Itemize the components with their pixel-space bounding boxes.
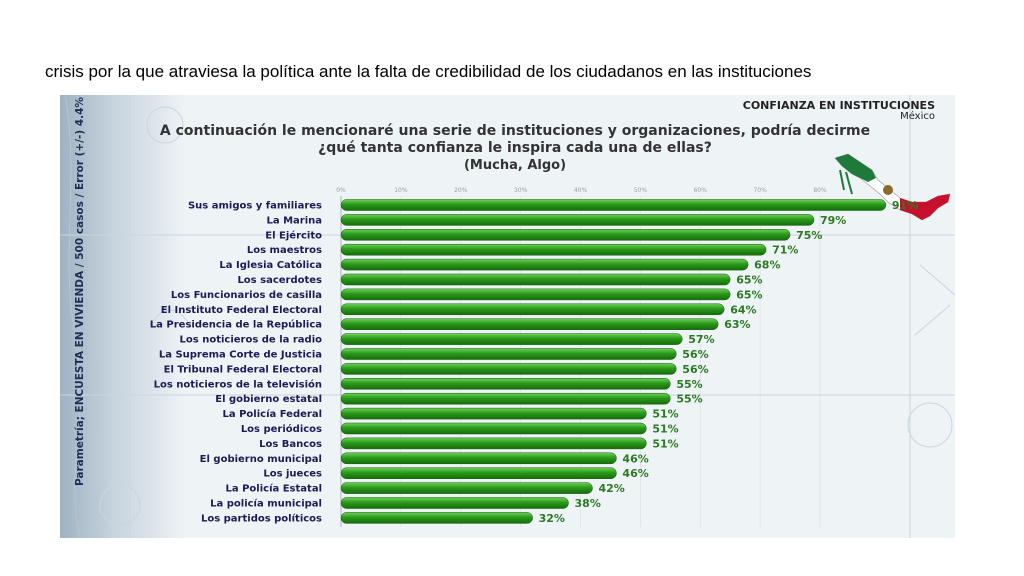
value-label: 46% bbox=[622, 452, 648, 465]
category-label: El gobierno municipal bbox=[200, 454, 322, 465]
value-label: 55% bbox=[676, 393, 702, 406]
bar bbox=[340, 333, 683, 345]
value-label: 57% bbox=[688, 333, 714, 346]
value-label: 63% bbox=[724, 318, 750, 331]
value-label: 91% bbox=[892, 199, 918, 212]
header-country: México bbox=[900, 111, 935, 122]
x-tick-label: 10% bbox=[394, 187, 408, 194]
value-label: 38% bbox=[575, 497, 601, 510]
value-label: 71% bbox=[772, 244, 798, 257]
value-label: 65% bbox=[736, 288, 762, 301]
category-label: La Policía Estatal bbox=[225, 483, 322, 495]
x-tick-label: 20% bbox=[454, 187, 468, 194]
category-label: La Iglesia Católica bbox=[219, 259, 322, 271]
value-label: 64% bbox=[730, 303, 756, 316]
bar bbox=[340, 348, 677, 360]
value-labels: 91% 79% 75% 71% 68% 65%65% 64% 63% 57% 56% 56% 55% 5… bbox=[539, 199, 919, 525]
category-labels: Sus amigos y familiares La Marina El Ejérc… bbox=[150, 201, 322, 525]
mexico-map-flag-icon bbox=[834, 153, 951, 221]
bar bbox=[340, 437, 647, 450]
bar bbox=[340, 512, 533, 524]
bar bbox=[340, 303, 725, 316]
value-label: 55% bbox=[676, 378, 702, 391]
category-label: Los periódicos bbox=[241, 423, 322, 435]
x-axis-ticks: 0% 10% 20% 30% 40% 50% 60% 70% 80% bbox=[336, 187, 827, 194]
value-label: 79% bbox=[820, 214, 846, 227]
bar bbox=[340, 318, 719, 330]
value-label: 56% bbox=[682, 363, 708, 376]
value-label: 68% bbox=[754, 259, 780, 272]
value-label: 32% bbox=[539, 512, 565, 525]
bar bbox=[340, 497, 569, 509]
header-title: CONFIANZA EN INSTITUCIONES bbox=[742, 99, 935, 112]
question-subtitle: (Mucha, Algo) bbox=[463, 158, 567, 173]
bar bbox=[340, 199, 887, 211]
bar bbox=[340, 229, 791, 241]
x-tick-label: 70% bbox=[753, 187, 767, 194]
bar bbox=[340, 363, 677, 375]
category-label: El Ejército bbox=[265, 229, 322, 241]
bar bbox=[340, 452, 617, 465]
bar bbox=[340, 467, 617, 479]
category-label: Los sacerdotes bbox=[237, 275, 322, 286]
bar bbox=[340, 392, 671, 405]
x-tick-label: 40% bbox=[574, 187, 588, 194]
category-label: Los noticieros de la radio bbox=[180, 335, 323, 346]
category-label: Los Funcionarios de casilla bbox=[171, 290, 322, 301]
category-label: La Presidencia de la República bbox=[150, 319, 322, 331]
bar bbox=[340, 288, 731, 301]
bars bbox=[340, 199, 887, 524]
bar-chart: 0% 10% 20% 30% 40% 50% 60% 70% 80% Sus amigos y … bbox=[150, 187, 919, 527]
bar bbox=[340, 407, 647, 420]
category-label: Los maestros bbox=[247, 245, 322, 256]
x-tick-label: 50% bbox=[634, 187, 648, 194]
slide-caption: crisis por la que atraviesa la política … bbox=[45, 62, 812, 81]
category-label: La policía municipal bbox=[210, 498, 322, 510]
value-label: 51% bbox=[652, 423, 678, 436]
value-label: 42% bbox=[598, 482, 624, 495]
category-label: Los Bancos bbox=[259, 439, 322, 450]
bar bbox=[340, 378, 671, 390]
category-label: El gobierno estatal bbox=[215, 394, 322, 405]
bar bbox=[340, 258, 749, 271]
category-label: Los partidos políticos bbox=[201, 512, 322, 524]
value-label: 51% bbox=[652, 408, 678, 421]
category-label: El Instituto Federal Electoral bbox=[161, 305, 322, 316]
bar bbox=[340, 243, 767, 256]
value-label: 65% bbox=[736, 274, 762, 287]
category-label: Los jueces bbox=[263, 469, 322, 480]
bar bbox=[340, 214, 815, 226]
category-label: La Marina bbox=[266, 215, 322, 226]
x-tick-label: 60% bbox=[694, 187, 708, 194]
category-label: Sus amigos y familiares bbox=[188, 201, 322, 212]
bar bbox=[340, 422, 647, 435]
category-label: La Policía Federal bbox=[223, 408, 323, 420]
x-tick-label: 80% bbox=[813, 187, 827, 194]
value-label: 51% bbox=[652, 437, 678, 450]
category-label: El Tribunal Federal Electoral bbox=[164, 364, 322, 375]
category-label: La Suprema Corte de Justicia bbox=[159, 350, 322, 361]
value-label: 46% bbox=[622, 467, 648, 480]
chart-figure: Parametría; ENCUESTA EN VIVIENDA / 500 c… bbox=[60, 95, 955, 538]
background-pattern bbox=[60, 95, 955, 538]
category-label: Los noticieros de la televisión bbox=[154, 378, 322, 390]
x-tick-label: 30% bbox=[514, 187, 528, 194]
value-label: 75% bbox=[796, 229, 822, 242]
value-label: 56% bbox=[682, 348, 708, 361]
bar bbox=[340, 273, 731, 286]
question-text: A continuación le mencionaré una serie d… bbox=[159, 123, 871, 156]
x-tick-label: 0% bbox=[336, 187, 346, 194]
bar bbox=[340, 482, 593, 494]
